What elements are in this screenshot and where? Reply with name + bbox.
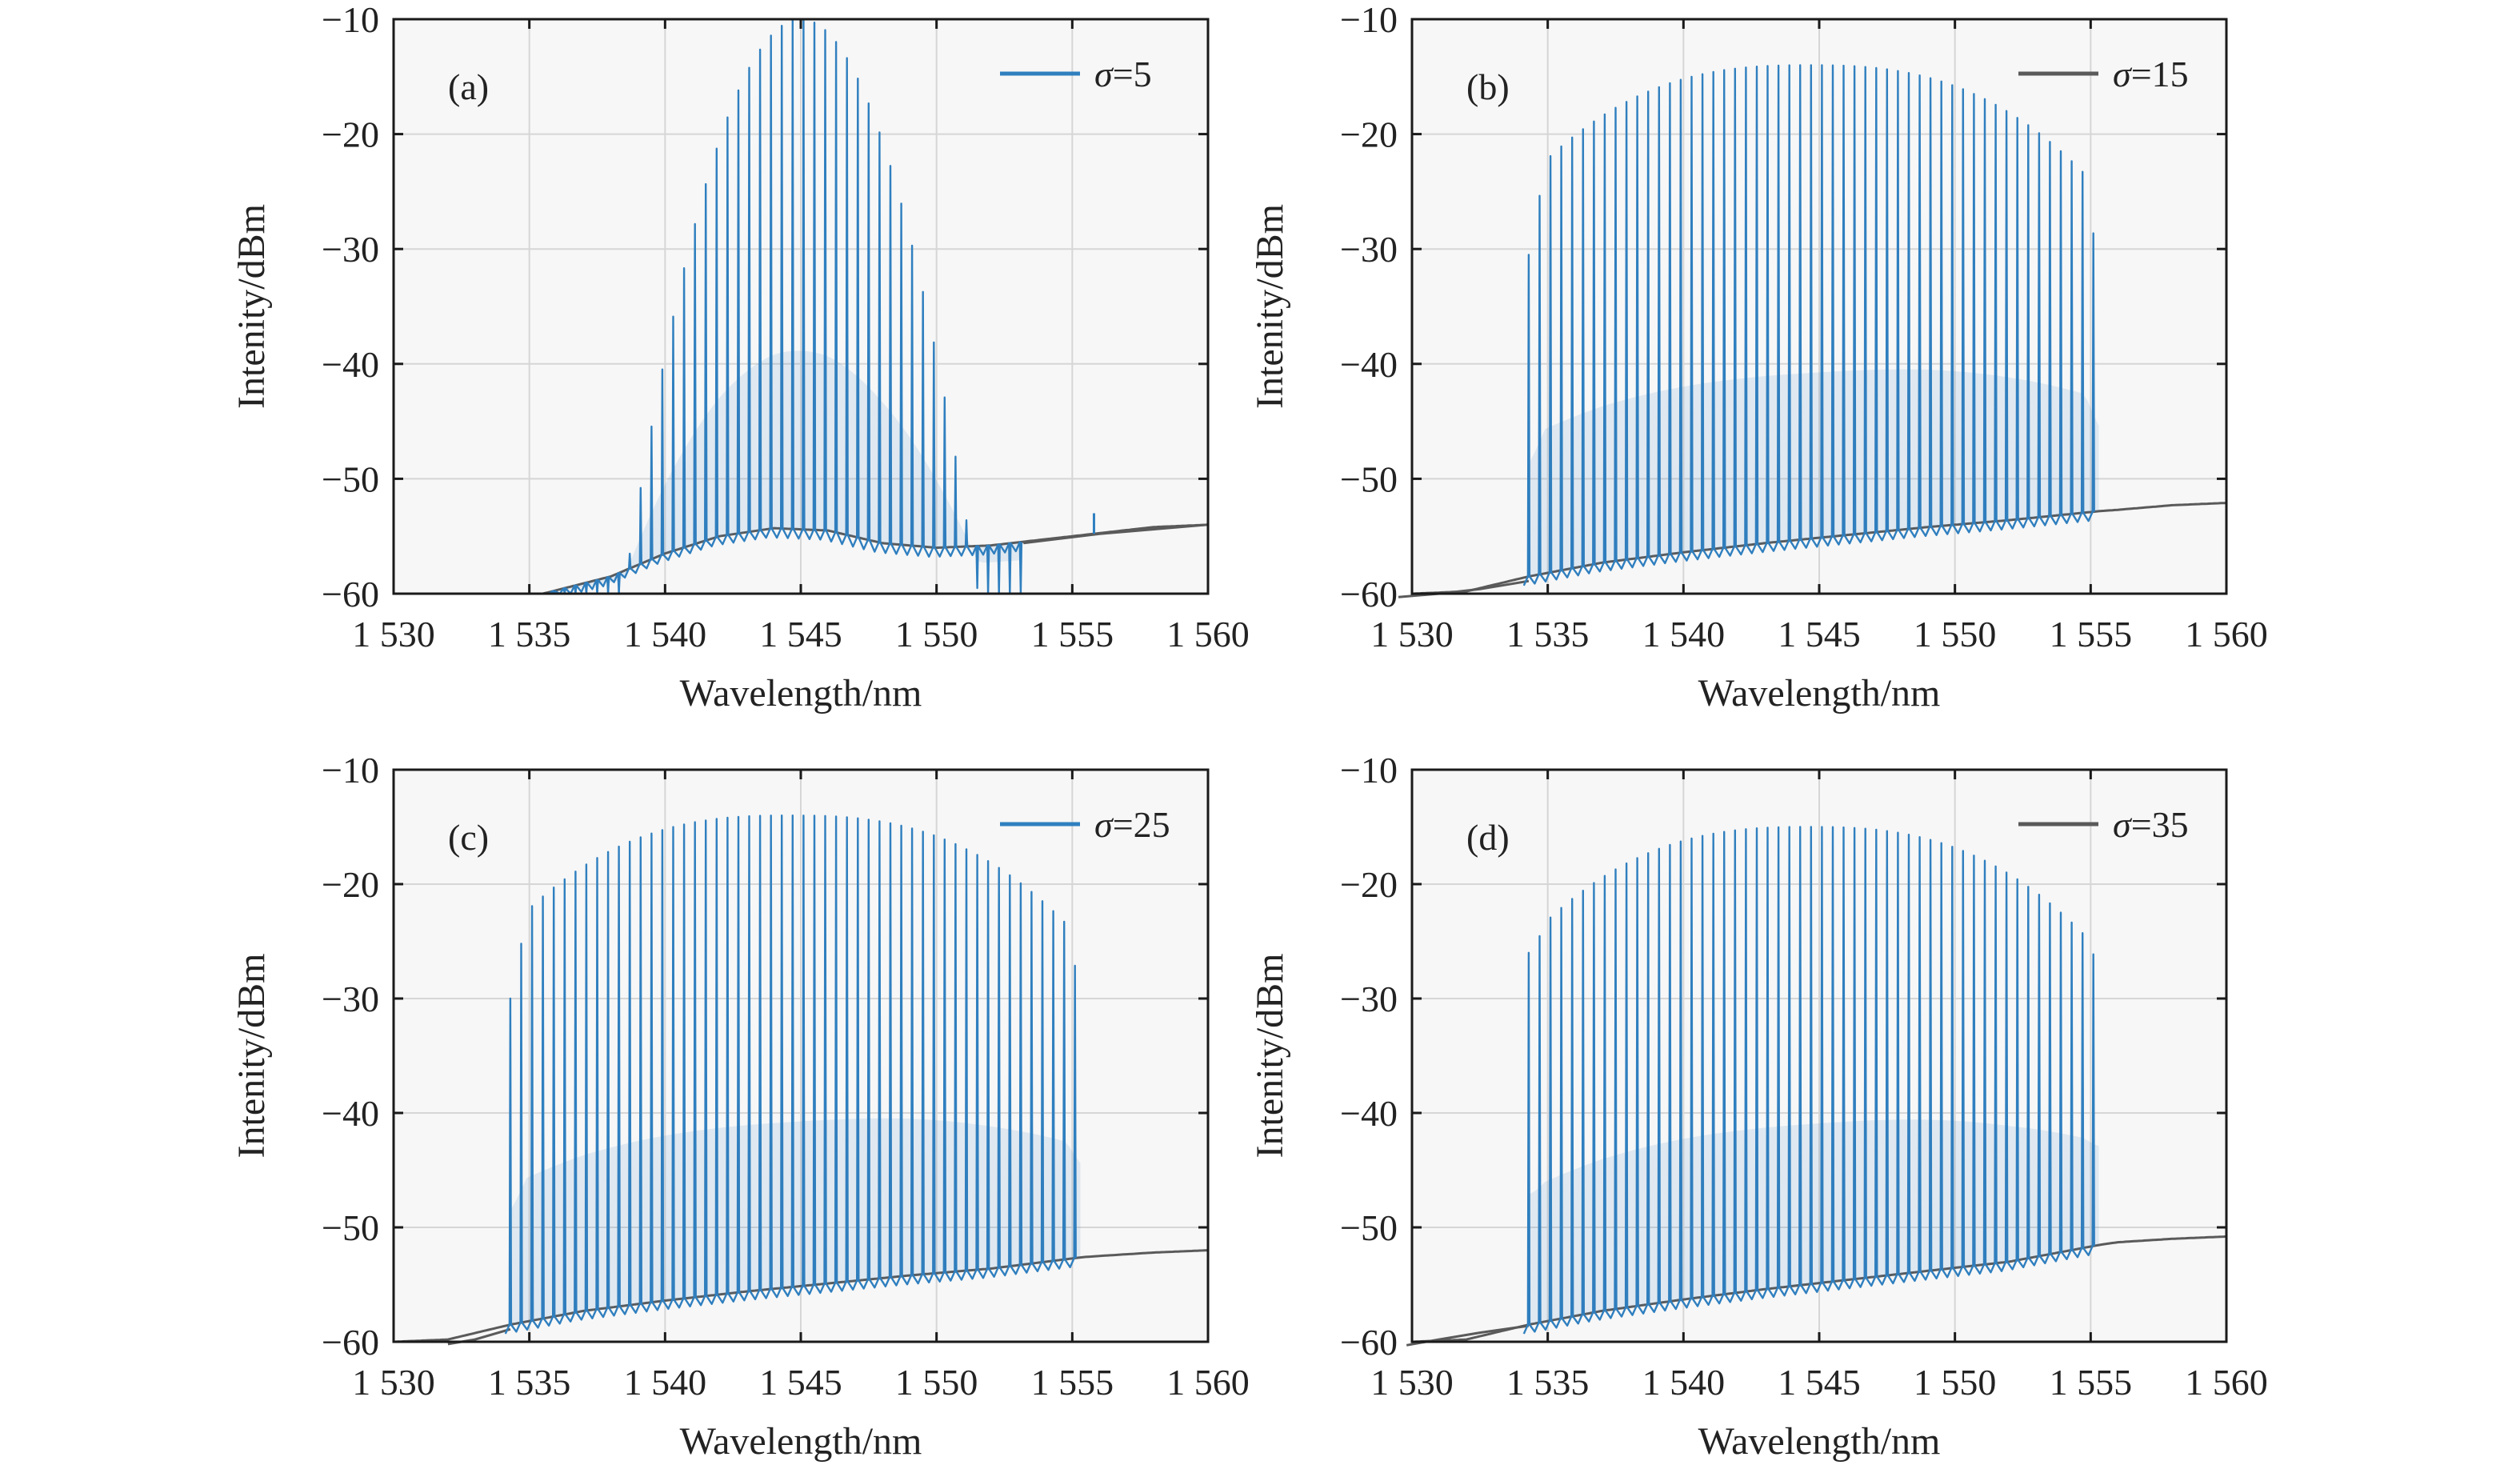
legend-label: σ=5	[1094, 54, 1152, 94]
legend-symbol: σ	[1094, 54, 1114, 94]
y-tick-label: −20	[1340, 114, 1398, 155]
y-tick-label: −50	[322, 458, 379, 499]
x-tick-label: 1 530	[352, 614, 435, 654]
y-tick-label: −50	[1340, 458, 1398, 499]
x-tick-label: 1 545	[1778, 1362, 1861, 1403]
x-axis-label: Wavelength/nm	[680, 672, 922, 714]
comb-spectrum-trace	[504, 815, 1077, 1335]
panel-d: 1 530 1 535 1 540 1 545 1 550 1 555 1 560 −60 −5…	[1249, 750, 2268, 1463]
legend-value: =35	[2131, 804, 2189, 845]
y-axis-label: Intenity/dBm	[1249, 204, 1291, 409]
x-tick-label: 1 560	[2185, 614, 2268, 654]
comb-spectrum-trace	[1522, 826, 2095, 1335]
x-tick-label: 1 555	[1031, 1362, 1114, 1403]
x-tick-label: 1 555	[1031, 614, 1114, 654]
legend-symbol: σ	[2113, 804, 2133, 845]
y-tick-label: −40	[1340, 344, 1398, 385]
x-tick-label: 1 550	[1914, 1362, 1997, 1403]
x-tick-label: 1 535	[1506, 1362, 1590, 1403]
y-tick-label: −60	[1340, 1322, 1398, 1363]
legend-symbol: σ	[1094, 804, 1114, 845]
y-tick-label: −20	[322, 864, 379, 905]
x-tick-label: 1 540	[624, 1362, 707, 1403]
x-tick-label: 1 550	[895, 1362, 978, 1403]
x-tick-label: 1 545	[1778, 614, 1861, 654]
noise-floor-trace	[1398, 579, 1530, 598]
y-tick-label: −30	[322, 229, 379, 270]
x-tick-label: 1 535	[488, 1362, 571, 1403]
x-tick-label: 1 555	[2050, 614, 2133, 654]
panel-label: (d)	[1466, 817, 1510, 858]
x-tick-label: 1 530	[1370, 614, 1454, 654]
baseline-trace	[1411, 1235, 2227, 1343]
y-tick-label: −20	[1340, 864, 1398, 905]
legend-value: =25	[1113, 804, 1170, 845]
y-tick-label: −40	[322, 344, 379, 385]
legend-label: σ=15	[2113, 54, 2189, 94]
y-tick-label: −30	[1340, 229, 1398, 270]
x-tick-label: 1 560	[2185, 1362, 2268, 1403]
x-tick-label: 1 555	[2050, 1362, 2133, 1403]
comb-spectrum-trace	[1522, 64, 2095, 586]
x-tick-label: 1 545	[759, 614, 842, 654]
legend-value: =15	[2131, 54, 2189, 94]
x-tick-label: 1 540	[624, 614, 707, 654]
y-tick-label: −60	[322, 1322, 379, 1363]
legend-symbol: σ	[2113, 54, 2133, 94]
panel-a: 1 530 1 535 1 540 1 545 1 550 1 555 1 560 −60 −5…	[230, 0, 1250, 714]
x-tick-label: 1 545	[759, 1362, 842, 1403]
comb-density-band	[1528, 1119, 2099, 1325]
x-tick-label: 1 550	[895, 614, 978, 654]
y-tick-label: −40	[1340, 1093, 1398, 1134]
panel-b: 1 530 1 535 1 540 1 545 1 550 1 555 1 560 −60 −5…	[1249, 0, 2268, 714]
legend-label: σ=35	[2113, 804, 2189, 845]
x-tick-label: 1 560	[1166, 614, 1250, 654]
x-tick-label: 1 560	[1166, 1362, 1250, 1403]
x-tick-label: 1 535	[1506, 614, 1590, 654]
y-tick-label: −30	[322, 979, 379, 1019]
x-tick-label: 1 550	[1914, 614, 1997, 654]
panel-c: 1 530 1 535 1 540 1 545 1 550 1 555 1 560 −60 −5…	[230, 750, 1250, 1463]
y-tick-label: −20	[322, 114, 379, 155]
y-tick-label: −60	[322, 574, 379, 614]
panel-label: (a)	[448, 66, 489, 107]
noise-floor-trace	[1023, 523, 1209, 545]
y-tick-label: −10	[322, 0, 379, 40]
y-axis-label: Intenity/dBm	[230, 204, 273, 409]
comb-density-band	[510, 1118, 1081, 1325]
y-tick-label: −30	[1340, 979, 1398, 1019]
baseline-trace	[1411, 502, 2227, 595]
legend-value: =5	[1113, 54, 1152, 94]
y-tick-label: −10	[1340, 0, 1398, 40]
legend-label: σ=25	[1094, 804, 1170, 845]
y-tick-label: −10	[1340, 750, 1398, 791]
y-tick-label: −10	[322, 750, 379, 791]
x-tick-label: 1 530	[352, 1362, 435, 1403]
y-axis-label: Intenity/dBm	[1249, 954, 1291, 1159]
y-tick-label: −50	[322, 1207, 379, 1248]
y-tick-label: −50	[1340, 1207, 1398, 1248]
y-tick-label: −40	[322, 1093, 379, 1134]
x-tick-label: 1 535	[488, 614, 571, 654]
x-tick-label: 1 540	[1642, 1362, 1726, 1403]
x-tick-label: 1 530	[1370, 1362, 1454, 1403]
x-axis-label: Wavelength/nm	[1698, 672, 1941, 714]
x-axis-label: Wavelength/nm	[1698, 1420, 1941, 1463]
comb-density-band	[1528, 369, 2099, 577]
comb-density-band	[542, 350, 1021, 594]
y-axis-label: Intenity/dBm	[230, 954, 273, 1159]
panel-label: (b)	[1466, 66, 1510, 107]
comb-spectrum-trace	[538, 18, 1023, 595]
y-tick-label: −60	[1340, 574, 1398, 614]
panel-label: (c)	[448, 817, 489, 858]
x-axis-label: Wavelength/nm	[680, 1420, 922, 1463]
x-tick-label: 1 540	[1642, 614, 1726, 654]
baseline-trace	[393, 1249, 1209, 1343]
